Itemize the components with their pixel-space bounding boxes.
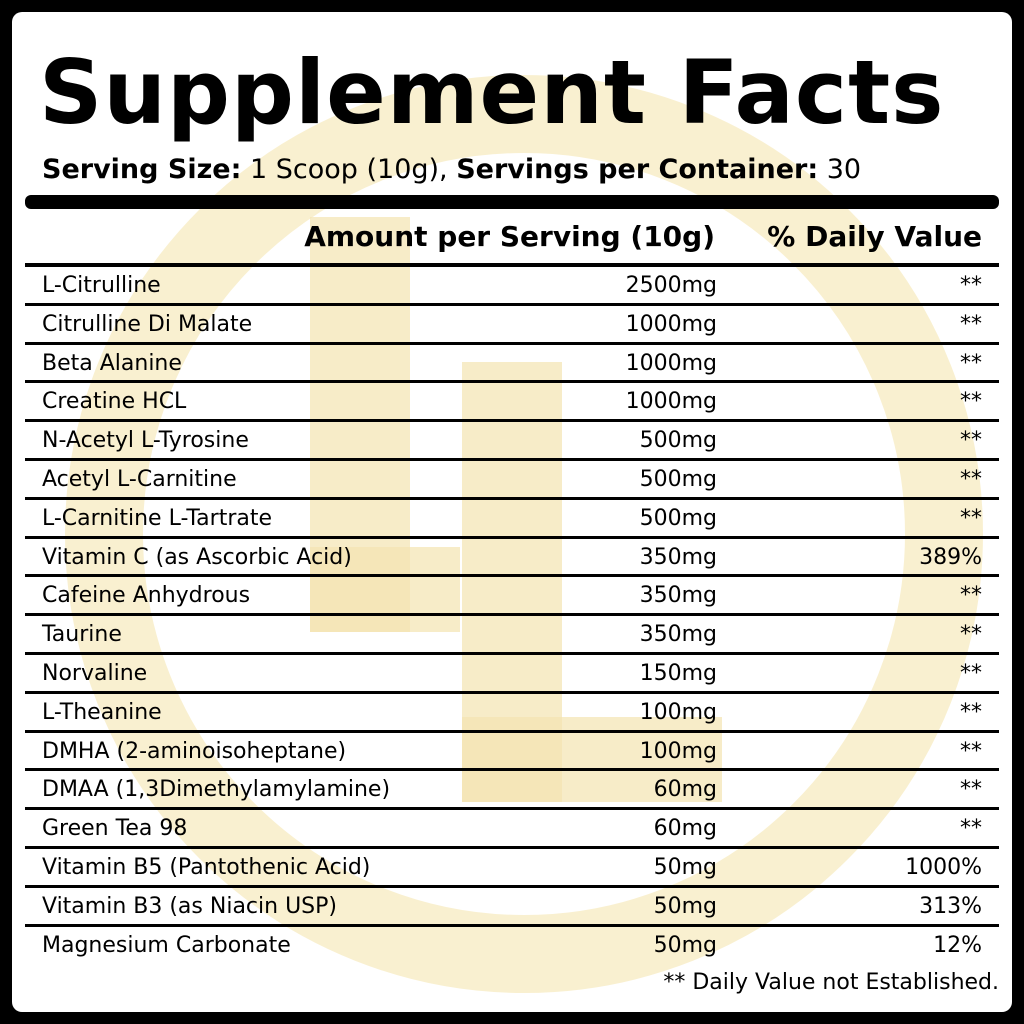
ingredient-name: L-Citrulline bbox=[42, 273, 161, 298]
ingredient-amount: 50mg bbox=[653, 893, 717, 919]
ingredient-daily-value: 389% bbox=[919, 544, 982, 570]
ingredient-name: Acetyl L-Carnitine bbox=[42, 466, 237, 492]
ingredient-amount: 150mg bbox=[639, 660, 717, 686]
ingredient-daily-value: ** bbox=[960, 505, 982, 531]
ingredient-daily-value: ** bbox=[960, 777, 982, 803]
header-divider bbox=[25, 263, 999, 267]
ingredient-daily-value: ** bbox=[960, 583, 982, 609]
ingredient-name: L-Theanine bbox=[42, 699, 162, 725]
ingredient-amount: 350mg bbox=[639, 622, 717, 648]
ingredient-daily-value: ** bbox=[960, 350, 982, 376]
table-row: Vitamin C (as Ascorbic Acid) 350mg 389% bbox=[25, 539, 999, 578]
ingredient-name: Beta Alanine bbox=[42, 350, 182, 376]
ingredient-amount: 60mg bbox=[653, 816, 717, 842]
table-row: Citrulline Di Malate 1000mg ** bbox=[25, 306, 999, 345]
ingredient-amount: 350mg bbox=[639, 544, 717, 570]
ingredient-daily-value: 12% bbox=[933, 932, 982, 958]
serving-size-value: 1 Scoop (10g), bbox=[241, 154, 457, 185]
header-daily-value: % Daily Value bbox=[767, 220, 982, 253]
ingredient-daily-value: ** bbox=[960, 660, 982, 686]
table-row: DMAA (1,3Dimethylamylamine) 60mg ** bbox=[25, 771, 999, 811]
ingredient-amount: 100mg bbox=[639, 699, 717, 725]
ingredient-name: L-Carnitine L-Tartrate bbox=[42, 505, 273, 531]
ingredient-amount: 350mg bbox=[639, 583, 717, 609]
ingredient-name: Norvaline bbox=[42, 660, 148, 686]
ingredient-amount: 500mg bbox=[639, 466, 717, 492]
table-header: Amount per Serving (10g) % Daily Value bbox=[25, 216, 999, 260]
ingredient-name: DMHA (2-aminoisoheptane) bbox=[42, 738, 347, 764]
footnote: ** Daily Value not Established. bbox=[663, 970, 999, 995]
ingredient-amount: 500mg bbox=[639, 505, 717, 531]
table-row: Vitamin B5 (Pantothenic Acid) 50mg 1000% bbox=[25, 849, 999, 888]
ingredient-amount: 100mg bbox=[639, 738, 717, 764]
table-row: Magnesium Carbonate 50mg 12% bbox=[25, 927, 999, 966]
ingredient-name: Magnesium Carbonate bbox=[42, 932, 291, 958]
ingredient-amount: 2500mg bbox=[625, 273, 717, 298]
supplement-facts-panel: Supplement Facts Serving Size: 1 Scoop (… bbox=[12, 12, 1012, 1012]
ingredient-daily-value: ** bbox=[960, 622, 982, 648]
ingredient-daily-value: ** bbox=[960, 738, 982, 764]
table-row: L-Carnitine L-Tartrate 500mg ** bbox=[25, 500, 999, 539]
ingredient-daily-value: ** bbox=[960, 699, 982, 725]
ingredient-table: L-Citrulline 2500mg ** Citrulline Di Malate… bbox=[25, 267, 999, 965]
table-row: N-Acetyl L-Tyrosine 500mg ** bbox=[25, 422, 999, 461]
ingredient-amount: 60mg bbox=[653, 777, 717, 803]
ingredient-name: Vitamin C (as Ascorbic Acid) bbox=[42, 544, 352, 570]
ingredient-daily-value: 313% bbox=[919, 893, 982, 919]
header-amount-per-serving: Amount per Serving (10g) bbox=[304, 220, 715, 253]
servings-per-container-value: 30 bbox=[818, 154, 862, 185]
serving-size-label: Serving Size: bbox=[42, 154, 242, 185]
ingredient-name: Green Tea 98 bbox=[42, 816, 188, 842]
ingredient-amount: 1000mg bbox=[625, 350, 717, 376]
ingredient-name: Creatine HCL bbox=[42, 389, 187, 415]
ingredient-name: Vitamin B5 (Pantothenic Acid) bbox=[42, 854, 371, 880]
serving-info: Serving Size: 1 Scoop (10g), Servings pe… bbox=[42, 150, 861, 190]
ingredient-name: Taurine bbox=[42, 622, 122, 648]
table-row: Acetyl L-Carnitine 500mg ** bbox=[25, 461, 999, 500]
ingredient-daily-value: 1000% bbox=[905, 854, 982, 880]
table-row: Norvaline 150mg ** bbox=[25, 655, 999, 694]
table-row: Beta Alanine 1000mg ** bbox=[25, 345, 999, 384]
ingredient-daily-value: ** bbox=[960, 428, 982, 454]
servings-per-container-label: Servings per Container: bbox=[456, 154, 819, 185]
ingredient-daily-value: ** bbox=[960, 273, 982, 298]
ingredient-amount: 1000mg bbox=[625, 389, 717, 415]
ingredient-amount: 50mg bbox=[653, 854, 717, 880]
ingredient-name: Cafeine Anhydrous bbox=[42, 583, 251, 609]
ingredient-amount: 500mg bbox=[639, 428, 717, 454]
page-title: Supplement Facts bbox=[39, 41, 945, 144]
table-row: Cafeine Anhydrous 350mg ** bbox=[25, 577, 999, 617]
ingredient-daily-value: ** bbox=[960, 816, 982, 842]
ingredient-daily-value: ** bbox=[960, 311, 982, 337]
ingredient-amount: 50mg bbox=[653, 932, 717, 958]
ingredient-name: Vitamin B3 (as Niacin USP) bbox=[42, 893, 337, 919]
table-row: Green Tea 98 60mg ** bbox=[25, 810, 999, 849]
table-row: Vitamin B3 (as Niacin USP) 50mg 313% bbox=[25, 888, 999, 927]
ingredient-daily-value: ** bbox=[960, 466, 982, 492]
ingredient-daily-value: ** bbox=[960, 389, 982, 415]
table-row: Creatine HCL 1000mg ** bbox=[25, 383, 999, 423]
table-row: Taurine 350mg ** bbox=[25, 616, 999, 655]
ingredient-name: DMAA (1,3Dimethylamylamine) bbox=[42, 777, 391, 803]
table-row: DMHA (2-aminoisoheptane) 100mg ** bbox=[25, 733, 999, 772]
table-row: L-Citrulline 2500mg ** bbox=[25, 267, 999, 306]
ingredient-name: Citrulline Di Malate bbox=[42, 311, 253, 337]
ingredient-amount: 1000mg bbox=[625, 311, 717, 337]
ingredient-name: N-Acetyl L-Tyrosine bbox=[42, 428, 249, 454]
thick-divider bbox=[25, 195, 999, 209]
table-row: L-Theanine 100mg ** bbox=[25, 694, 999, 733]
